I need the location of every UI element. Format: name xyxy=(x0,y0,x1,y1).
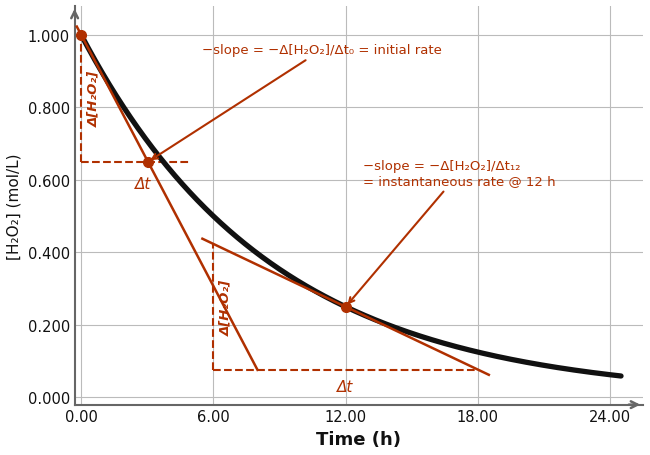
Text: Δt: Δt xyxy=(337,379,354,394)
Text: Δ[H₂O₂]: Δ[H₂O₂] xyxy=(87,71,100,127)
Text: Δ[H₂O₂]: Δ[H₂O₂] xyxy=(219,279,232,335)
Text: Δt: Δt xyxy=(135,177,151,192)
Text: −slope = −Δ[H₂O₂]/Δt₀ = initial rate: −slope = −Δ[H₂O₂]/Δt₀ = initial rate xyxy=(152,44,442,160)
Y-axis label: [H₂O₂] (mol/L): [H₂O₂] (mol/L) xyxy=(7,153,22,259)
X-axis label: Time (h): Time (h) xyxy=(317,430,401,448)
Text: −slope = −Δ[H₂O₂]/Δt₁₂
= instantaneous rate @ 12 h: −slope = −Δ[H₂O₂]/Δt₁₂ = instantaneous r… xyxy=(349,159,556,303)
